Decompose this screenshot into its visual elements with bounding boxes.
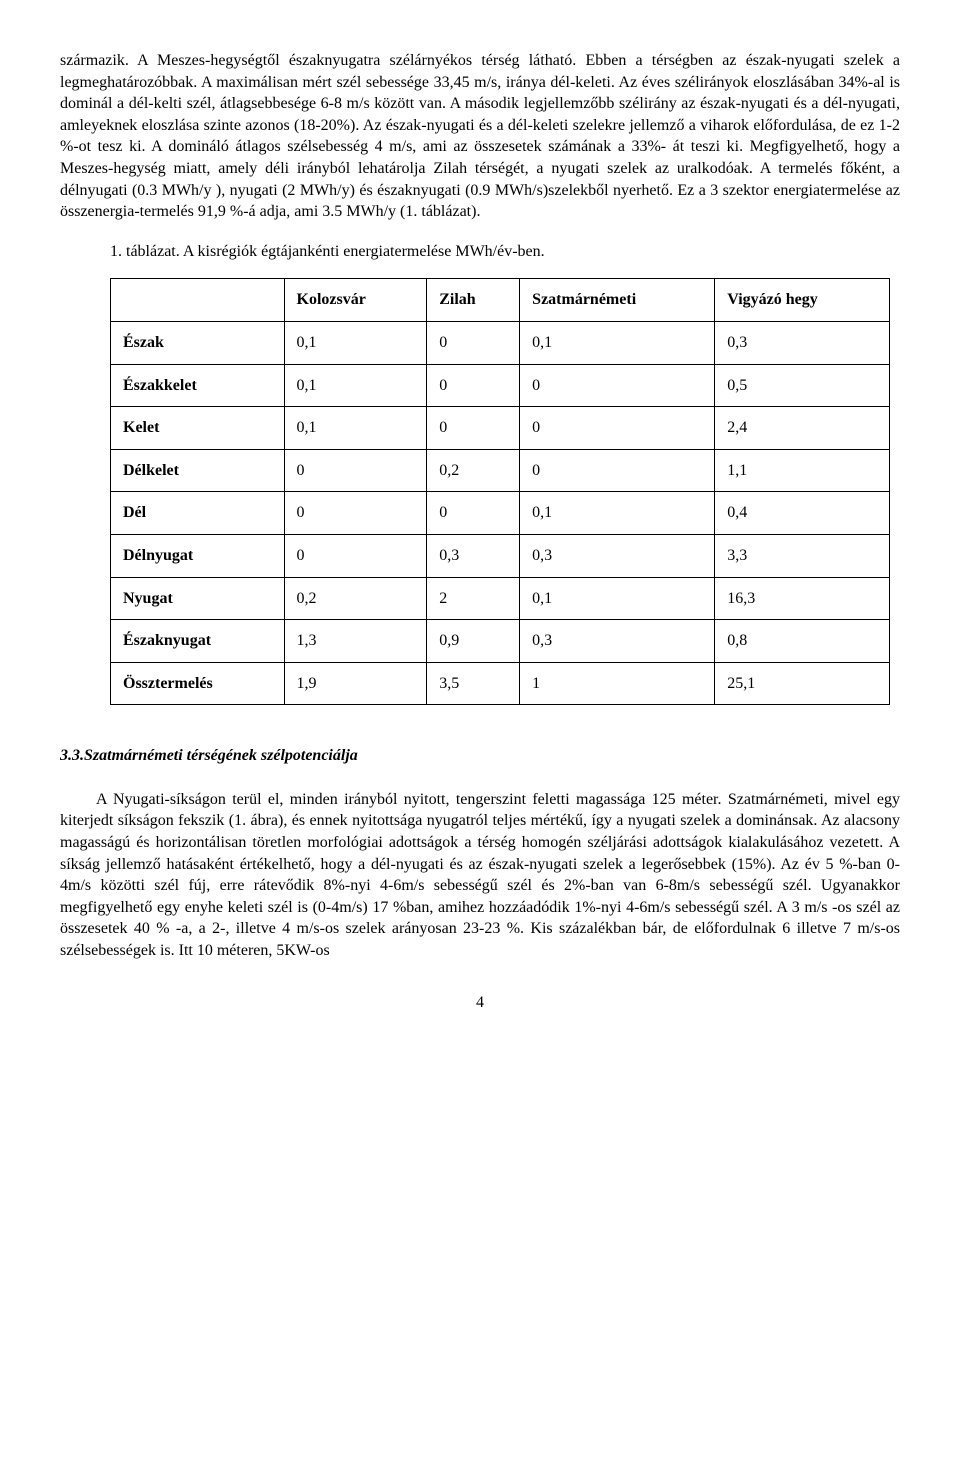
table-cell: 0: [427, 492, 520, 535]
table-header-cell: [111, 279, 285, 322]
table-cell: 3,5: [427, 662, 520, 705]
table-header-cell: Zilah: [427, 279, 520, 322]
table-row: Délkelet00,201,1: [111, 449, 890, 492]
energy-table: Kolozsvár Zilah Szatmárnémeti Vigyázó he…: [110, 278, 890, 705]
body-paragraph-2: A Nyugati-síkságon terül el, minden irán…: [60, 789, 900, 962]
table-header-cell: Szatmárnémeti: [520, 279, 715, 322]
table-cell: 16,3: [715, 577, 890, 620]
table-cell: 0: [427, 407, 520, 450]
table-cell: 0,1: [284, 364, 427, 407]
table-row: Kelet0,1002,4: [111, 407, 890, 450]
table-row: Északnyugat1,30,90,30,8: [111, 620, 890, 663]
table-cell: 0: [284, 449, 427, 492]
table-header-cell: Vigyázó hegy: [715, 279, 890, 322]
table-row: Dél000,10,4: [111, 492, 890, 535]
table-cell: Össztermelés: [111, 662, 285, 705]
table-cell: 1,9: [284, 662, 427, 705]
table-cell: Nyugat: [111, 577, 285, 620]
table-cell: Délnyugat: [111, 534, 285, 577]
table-cell: 0: [284, 492, 427, 535]
table-cell: 1,3: [284, 620, 427, 663]
table-cell: Kelet: [111, 407, 285, 450]
table-cell: 0: [284, 534, 427, 577]
table-cell: 0,2: [284, 577, 427, 620]
table-cell: 0: [520, 364, 715, 407]
table-row: Délnyugat00,30,33,3: [111, 534, 890, 577]
page-number: 4: [60, 992, 900, 1014]
table-cell: 0,1: [520, 492, 715, 535]
table-body: Észak0,100,10,3Északkelet0,1000,5Kelet0,…: [111, 321, 890, 704]
table-caption: 1. táblázat. A kisrégiók égtájankénti en…: [110, 241, 900, 263]
table-cell: 25,1: [715, 662, 890, 705]
table-row: Össztermelés1,93,5125,1: [111, 662, 890, 705]
table-cell: Északkelet: [111, 364, 285, 407]
table-cell: 0,2: [427, 449, 520, 492]
table-header-cell: Kolozsvár: [284, 279, 427, 322]
table-cell: 1,1: [715, 449, 890, 492]
table-cell: 0: [520, 449, 715, 492]
table-cell: 0,1: [284, 407, 427, 450]
table-cell: 0: [427, 364, 520, 407]
table-cell: 0,1: [520, 321, 715, 364]
table-cell: 0,9: [427, 620, 520, 663]
table-cell: 0,4: [715, 492, 890, 535]
table-cell: 0,3: [520, 620, 715, 663]
table-cell: 2,4: [715, 407, 890, 450]
section-heading: 3.3.Szatmárnémeti térségének szélpotenci…: [60, 745, 900, 767]
table-header-row: Kolozsvár Zilah Szatmárnémeti Vigyázó he…: [111, 279, 890, 322]
table-cell: Északnyugat: [111, 620, 285, 663]
table-cell: 3,3: [715, 534, 890, 577]
table-row: Nyugat0,220,116,3: [111, 577, 890, 620]
table-cell: 0,8: [715, 620, 890, 663]
table-cell: 1: [520, 662, 715, 705]
body-paragraph-1: származik. A Meszes-hegységtől északnyug…: [60, 50, 900, 223]
table-cell: 0,3: [427, 534, 520, 577]
table-cell: Észak: [111, 321, 285, 364]
table-row: Észak0,100,10,3: [111, 321, 890, 364]
table-cell: 0,5: [715, 364, 890, 407]
table-cell: 0,1: [520, 577, 715, 620]
table-cell: 0,3: [715, 321, 890, 364]
table-row: Északkelet0,1000,5: [111, 364, 890, 407]
table-cell: Délkelet: [111, 449, 285, 492]
table-cell: 2: [427, 577, 520, 620]
table-cell: 0,3: [520, 534, 715, 577]
table-cell: 0: [520, 407, 715, 450]
table-cell: Dél: [111, 492, 285, 535]
table-cell: 0: [427, 321, 520, 364]
table-cell: 0,1: [284, 321, 427, 364]
